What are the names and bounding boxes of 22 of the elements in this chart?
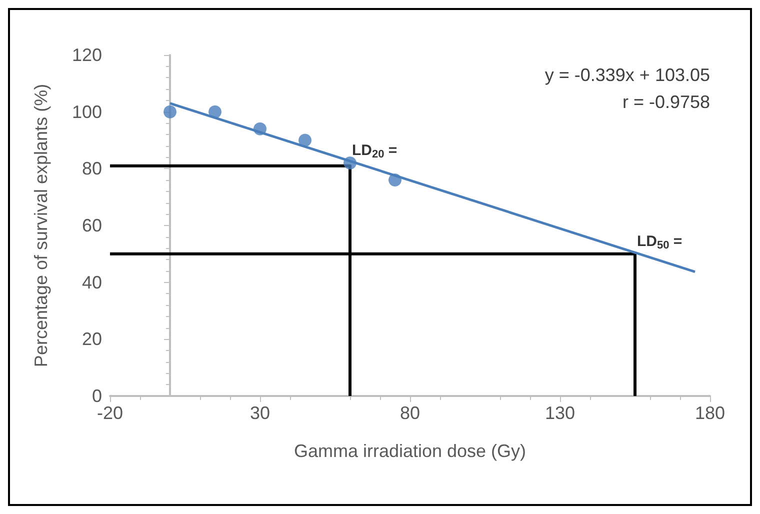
point (298, 134, 312, 147)
x-tick-label: 30 (250, 403, 270, 423)
x-tick-label: 80 (400, 403, 420, 423)
point (208, 105, 222, 118)
y-tick-label: 0 (92, 386, 102, 406)
annotation: r = -0.9758 (622, 92, 710, 112)
point (254, 122, 266, 136)
point (164, 105, 176, 118)
point (388, 174, 402, 187)
y-axis-title: Percentage of survival explants (%) (31, 84, 51, 368)
x-tick-label: 130 (544, 403, 576, 423)
x-tick-label: -20 (96, 403, 124, 423)
x-tick-label: 180 (694, 403, 726, 423)
y-tick-label: 100 (72, 102, 102, 122)
x-axis-title: Gamma irradiation dose (Gy) (294, 441, 526, 461)
point (344, 156, 356, 170)
annotation: y = -0.339x + 103.05 (544, 65, 710, 85)
y-tick-label: 120 (72, 45, 102, 65)
y-tick-label: 80 (82, 158, 102, 179)
y-tick-label: 40 (82, 272, 102, 292)
y-tick-label: 60 (82, 216, 102, 236)
y-tick-label: 20 (82, 329, 102, 350)
